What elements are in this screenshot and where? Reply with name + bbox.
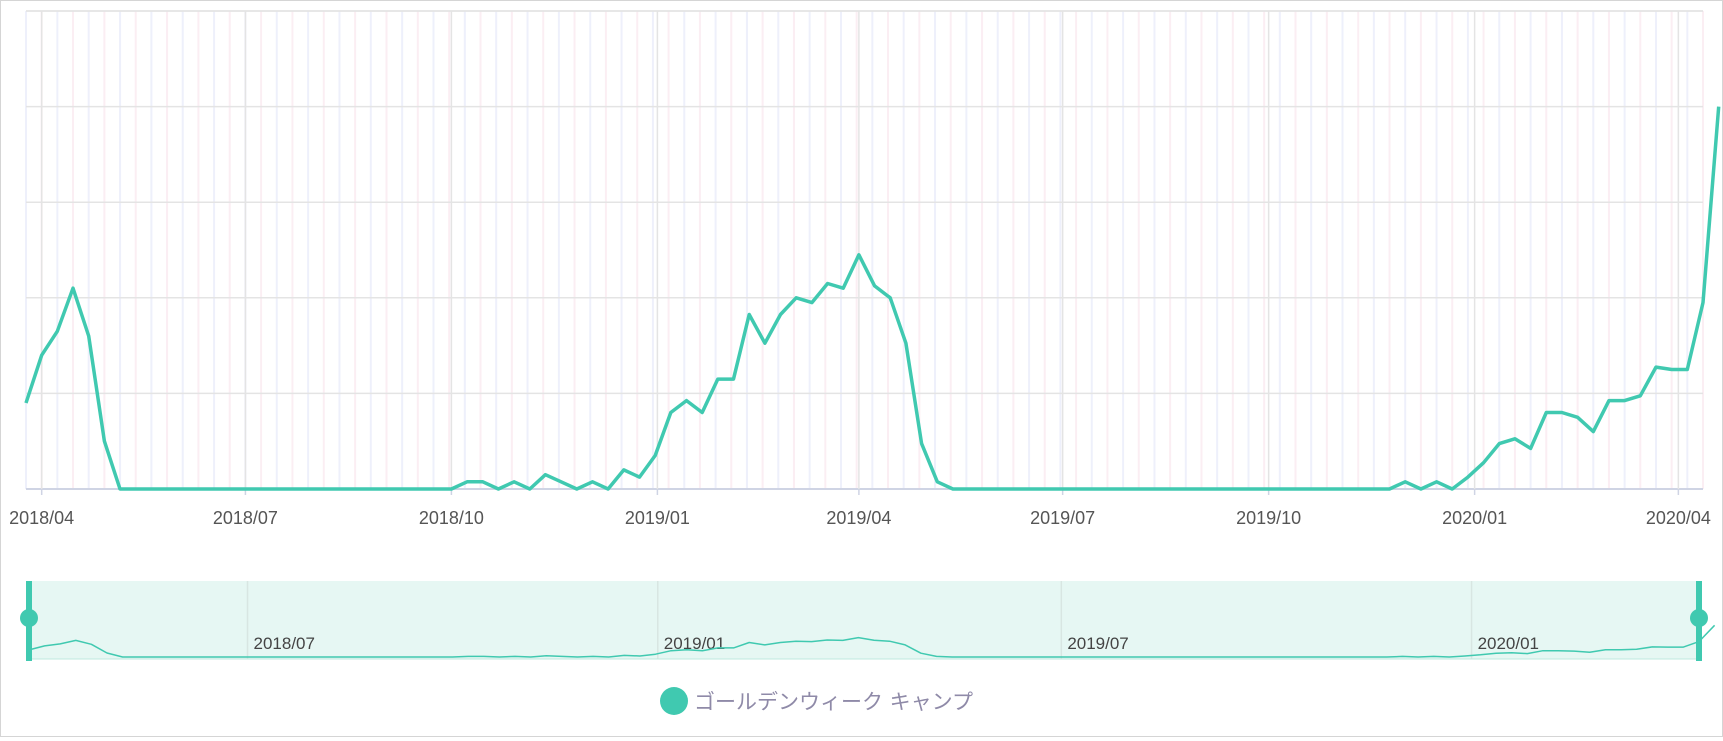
navigator-selection[interactable] — [29, 581, 1699, 659]
x-tick-label: 2019/07 — [1030, 508, 1095, 528]
legend-marker — [660, 687, 688, 715]
navigator-series-line — [28, 624, 1716, 658]
legend-label: ゴールデンウィーク キャンプ — [694, 690, 974, 714]
x-tick-label: 2019/01 — [625, 508, 690, 528]
navigator-tick-label: 2019/01 — [664, 634, 725, 653]
navigator-tick-label: 2020/01 — [1478, 634, 1539, 653]
x-tick-label: 2018/07 — [213, 508, 278, 528]
navigator-right-handle[interactable] — [1696, 581, 1702, 661]
legend[interactable]: ゴールデンウィーク キャンプ — [660, 686, 973, 716]
series-line — [24, 106, 1721, 491]
x-tick-label: 2019/04 — [826, 508, 891, 528]
x-tick-label: 2018/10 — [419, 508, 484, 528]
navigator-tick-label: 2018/07 — [254, 634, 315, 653]
x-tick-label: 2019/10 — [1236, 508, 1301, 528]
x-tick-label: 2018/04 — [9, 508, 74, 528]
x-tick-label: 2020/01 — [1442, 508, 1507, 528]
navigator-left-handle[interactable] — [26, 581, 32, 661]
x-tick-label: 2020/04 — [1646, 508, 1711, 528]
navigator-tick-label: 2019/07 — [1067, 634, 1128, 653]
